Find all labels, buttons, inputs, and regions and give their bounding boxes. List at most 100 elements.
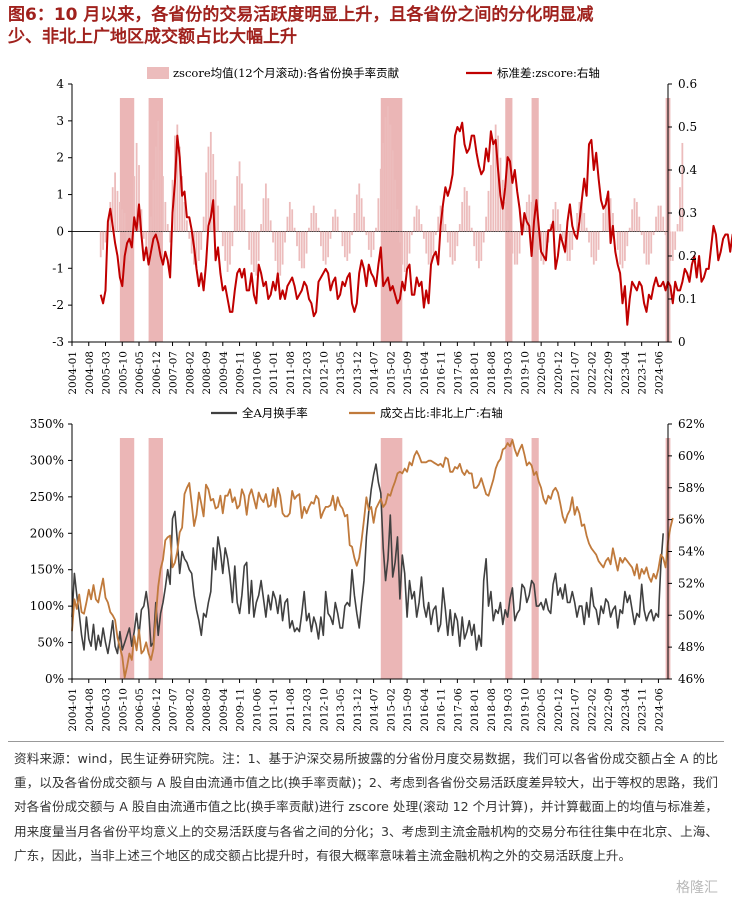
zscore-bar [231, 231, 234, 247]
zscore-bar [190, 231, 193, 254]
zscore-bar [585, 227, 588, 232]
panel2-x-tick-label: 2012-03 [302, 688, 314, 732]
panel2-right-tick-label: 58% [678, 481, 705, 495]
zscore-bar [157, 120, 160, 232]
zscore-bar [468, 205, 471, 232]
zscore-bar [475, 231, 478, 261]
panel2-x-tick-label: 2004-01 [67, 688, 79, 732]
zscore-bar [631, 209, 633, 232]
zscore-bar [367, 231, 370, 250]
watermark: 格隆汇 [676, 880, 718, 896]
zscore-bar [145, 231, 148, 254]
zscore-bar [525, 201, 528, 232]
panel2-x-tick-label: 2015-02 [385, 688, 397, 732]
zscore-bar [604, 198, 607, 232]
panel2-x-tick-label: 2017-06 [452, 688, 464, 732]
panel1-x-tick-label: 2018-08 [486, 351, 498, 395]
panel1-x-tick-label: 2015-02 [385, 351, 397, 395]
zscore-bar [195, 231, 198, 269]
zscore-bar [473, 231, 476, 247]
panel2-x-tick-label: 2012-10 [318, 688, 330, 732]
zscore-bar [652, 231, 655, 236]
panel2-left-tick-label: 0% [45, 672, 64, 686]
zscore-bar [655, 216, 657, 232]
zscore-bar [676, 224, 679, 232]
zscore-bar [406, 231, 409, 269]
zscore-bar [396, 209, 399, 232]
panel1-x-tick-label: 2011-01 [268, 351, 280, 395]
zscore-bar [379, 168, 382, 232]
zscore-bar [681, 142, 684, 232]
panel2-x-tick-label: 2006-05 [134, 688, 146, 732]
panel2-x-tick-label: 2014-07 [369, 688, 381, 732]
zscore-bar [621, 231, 624, 269]
zscore-bar [353, 213, 356, 232]
source-note: 资料来源：wind，民生证券研究院。注：1、基于沪深交易所披露的分省份月度交易数… [14, 751, 718, 863]
zscore-bar [308, 227, 310, 232]
panel2-x-tick-label: 2006-12 [151, 688, 163, 732]
zscore-bar [358, 183, 361, 232]
zscore-bar [370, 231, 373, 258]
panel2-shaded-period [505, 438, 513, 679]
zscore-bar [478, 231, 480, 269]
panel2-left-tick-label: 200% [30, 526, 64, 540]
zscore-bar [635, 201, 638, 232]
panel1-x-tick-label: 2012-03 [302, 351, 314, 395]
zscore-bar [118, 201, 121, 232]
panel1-x-tick-label: 2013-12 [352, 351, 364, 395]
panel2-x-tick-label: 2021-07 [570, 688, 582, 732]
panel1-x-tick-label: 2008-02 [184, 351, 196, 395]
panel2-left-tick-label: 300% [30, 453, 64, 467]
zscore-bar [169, 231, 172, 243]
zscore-bar [535, 231, 538, 236]
panel1-x-tick-label: 2017-06 [452, 351, 464, 395]
zscore-bar [310, 213, 313, 232]
zscore-bar [154, 146, 157, 232]
zscore-bar [104, 231, 107, 243]
zscore-bar [583, 213, 586, 232]
panel2-left-tick-label: 50% [37, 636, 64, 650]
zscore-bar [272, 231, 274, 243]
zscore-bar [487, 190, 490, 232]
zscore-bar [679, 187, 681, 232]
panel1-left-tick-label: 3 [56, 114, 64, 128]
zscore-bar [432, 231, 435, 254]
panel1-x-tick-label: 2009-11 [235, 351, 247, 395]
panel2-x-tick-label: 2024-06 [653, 688, 665, 732]
zscore-bar [590, 231, 593, 258]
zscore-bar [241, 183, 243, 232]
zscore-bar [671, 231, 674, 261]
zscore-bar [568, 231, 571, 261]
zscore-bar [516, 231, 519, 265]
panel1-left-tick-label: -3 [52, 335, 64, 349]
panel2-right-tick-label: 60% [678, 449, 705, 463]
panel1-x-tick-label: 2006-05 [134, 351, 146, 395]
legend-label-stdev: 标准差:zscore:右轴 [497, 66, 600, 80]
panel1-x-tick-label: 2011-08 [285, 351, 297, 395]
zscore-bar [114, 172, 116, 232]
zscore-bar [456, 231, 459, 247]
zscore-bar [592, 231, 595, 265]
zscore-bar [243, 209, 246, 232]
zscore-bar [339, 231, 341, 232]
panel1-x-tick-label: 2004-01 [67, 351, 79, 395]
zscore-bar [420, 224, 423, 232]
panel2-right-tick-label: 54% [678, 545, 705, 559]
zscore-bar [566, 231, 569, 261]
zscore-bar [485, 216, 487, 232]
panel2-x-tick-label: 2020-05 [536, 688, 548, 732]
panel1-right-tick-label: 0 [678, 335, 686, 349]
zscore-bar [334, 209, 337, 232]
panel2-x-tick-label: 2005-03 [101, 688, 113, 732]
panel2-x-tick-label: 2013-12 [352, 688, 364, 732]
zscore-bar [303, 231, 306, 269]
zscore-bar [399, 231, 401, 243]
zscore-bar [542, 231, 545, 265]
zscore-bar [451, 231, 454, 265]
zscore-bar [597, 231, 600, 250]
zscore-bar [365, 231, 368, 236]
zscore-bar [284, 231, 286, 243]
zscore-bar [506, 220, 509, 232]
zscore-bar [197, 231, 200, 261]
zscore-bar [640, 231, 643, 236]
